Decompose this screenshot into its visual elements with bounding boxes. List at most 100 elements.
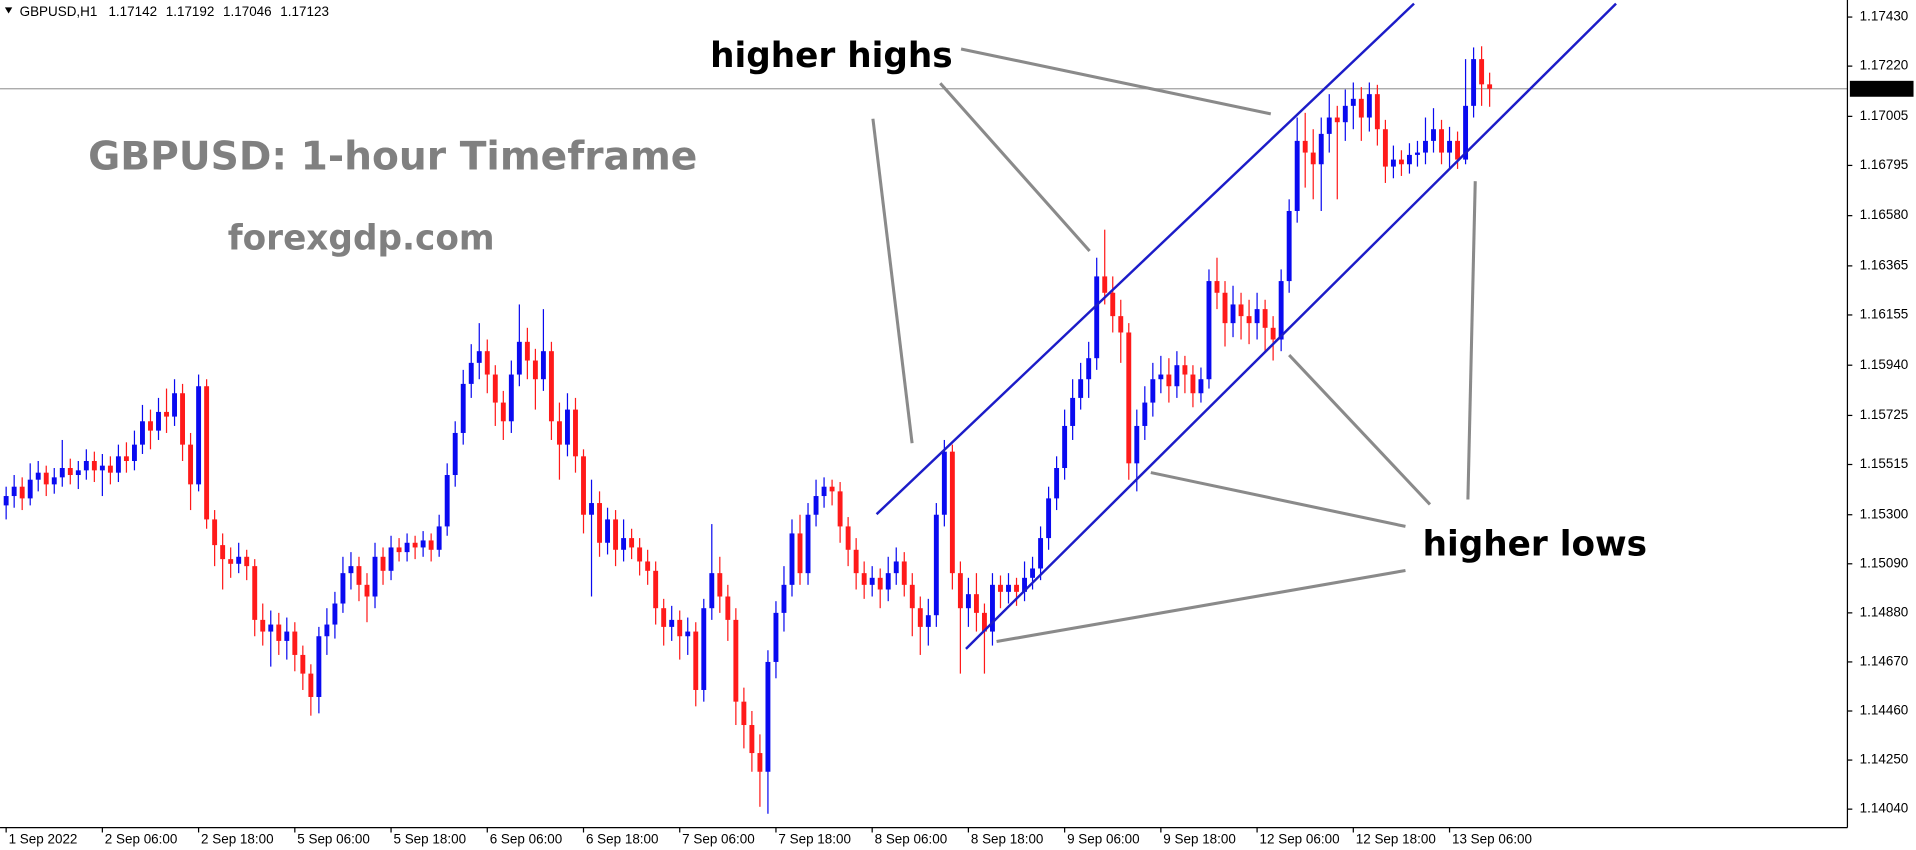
candle-body (468, 362, 474, 384)
candle-body (1447, 140, 1452, 153)
candle-body (773, 612, 779, 662)
candle-body (244, 556, 250, 567)
candle-body (540, 351, 546, 380)
candle-body (677, 619, 683, 637)
candle-body (1439, 129, 1444, 153)
candle-body (1046, 498, 1052, 539)
candle-body (500, 402, 506, 422)
y-tick-label: 1.16580 (1860, 207, 1909, 222)
y-tick-label: 1.15090 (1860, 555, 1909, 570)
open-value: 1.17142 (108, 4, 157, 19)
candle-body (885, 573, 891, 590)
candle-body (709, 573, 715, 609)
candle-body (733, 619, 739, 702)
candle-body (1342, 105, 1348, 123)
candle-body (1158, 374, 1164, 380)
candle-body (180, 393, 186, 445)
x-tick-label: 7 Sep 06:00 (682, 831, 755, 846)
candle-body (1238, 304, 1244, 317)
candle-body (1471, 59, 1477, 106)
candle-body (548, 351, 554, 422)
x-tick-label: 12 Sep 18:00 (1356, 831, 1436, 846)
channel-lines (875, 2, 1617, 650)
candle-body (436, 526, 442, 550)
candle-body (131, 444, 137, 461)
candle-body (1230, 304, 1236, 324)
candle-body (1142, 402, 1148, 426)
candle-body (925, 615, 931, 627)
candle-body (35, 472, 41, 480)
candle-body (332, 603, 338, 625)
candle-body (196, 386, 202, 485)
candle-body (316, 636, 322, 697)
candle-body (1166, 374, 1172, 387)
x-tick-label: 13 Sep 06:00 (1452, 831, 1532, 846)
candle-body (148, 421, 153, 431)
candle-body (701, 608, 707, 690)
candle-body (621, 538, 627, 550)
candle-body (1134, 425, 1140, 464)
candle-body (797, 533, 803, 574)
candle-body (123, 456, 129, 461)
candle-body (990, 584, 995, 632)
candle-body (172, 393, 177, 417)
candle-body (893, 561, 899, 574)
candle-body (741, 701, 747, 726)
price-label-bg (1849, 80, 1914, 97)
candle-body (107, 465, 113, 473)
candle-body (1150, 379, 1156, 403)
candle-body (1102, 276, 1108, 293)
high-value: 1.17192 (166, 4, 215, 19)
candle-body (284, 631, 290, 641)
candle-body (99, 465, 105, 471)
x-tick-label: 5 Sep 06:00 (297, 831, 370, 846)
candle-body (252, 566, 258, 620)
candle-body (901, 561, 907, 585)
candle-body (1382, 129, 1388, 167)
candle-body (565, 409, 570, 445)
source: forexgdp.com (228, 218, 495, 258)
candle-body (725, 596, 731, 620)
channel-lower (965, 2, 1617, 650)
candle-body (1014, 584, 1019, 592)
candle-body (1350, 98, 1356, 106)
candle-body (1062, 425, 1068, 469)
y-tick-label: 1.14670 (1860, 653, 1909, 668)
candle-body (1038, 538, 1044, 569)
candle-body (949, 451, 955, 574)
candle-body (372, 556, 378, 597)
candle-body (877, 577, 883, 590)
candle-body (156, 411, 161, 431)
candle-body (1054, 468, 1060, 499)
candle-body (1022, 577, 1027, 592)
candle-body (532, 360, 538, 380)
x-tick-label: 7 Sep 18:00 (778, 831, 851, 846)
candle-body (1431, 129, 1436, 141)
pointer-lines (871, 47, 1477, 644)
candle-body (404, 542, 410, 553)
candle-body (717, 573, 723, 597)
watermark: GBPUSD: 1-hour Timeframe (88, 135, 697, 180)
candle-body (1214, 281, 1220, 293)
candle-body (1326, 117, 1332, 134)
candle-body (821, 486, 827, 497)
candle-body (412, 542, 418, 548)
close-value: 1.17123 (280, 4, 329, 19)
low-value: 1.17046 (223, 4, 272, 19)
pointer (960, 47, 1272, 116)
x-tick-label: 2 Sep 18:00 (201, 831, 274, 846)
candle-body (524, 341, 530, 361)
candle-body (1479, 59, 1485, 85)
annotation: higher lows (1423, 525, 1647, 565)
candle-body (605, 519, 611, 543)
candle-body (1070, 397, 1076, 426)
candle-body (909, 584, 915, 609)
candle-body (348, 566, 354, 574)
candle-body (645, 561, 651, 571)
candle-body (83, 460, 89, 471)
candle-body (276, 624, 282, 641)
candle-body (19, 486, 25, 499)
